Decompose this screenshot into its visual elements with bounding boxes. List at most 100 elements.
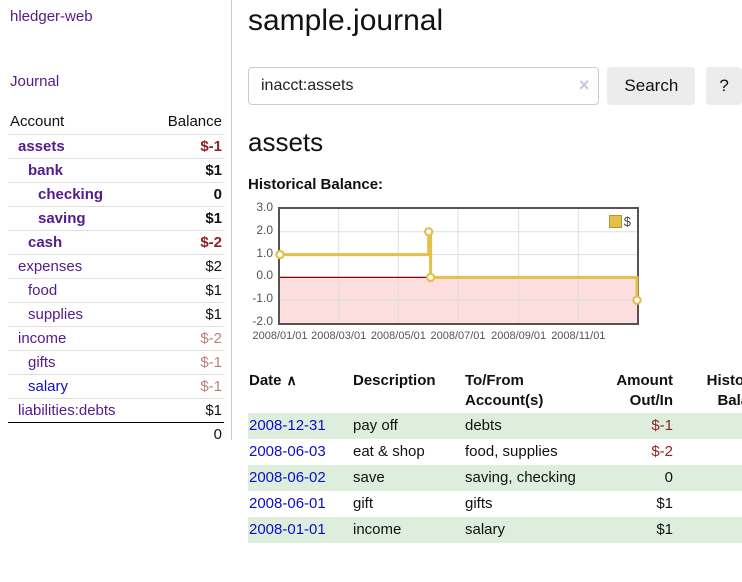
transaction-amount: 0: [664, 468, 673, 486]
search-form: × Search ?: [248, 67, 742, 105]
x-axis-tick-label: 2008/03/01: [311, 330, 367, 342]
sidebar: hledger-web Journal Account Balance asse…: [0, 0, 231, 446]
transaction-row: 2008-06-03 eat & shop food, supplies $-20: [248, 439, 742, 465]
transaction-date-link[interactable]: 2008-12-31: [249, 416, 326, 434]
column-header-date[interactable]: Date ∧: [249, 372, 297, 389]
account-balance: $-1: [200, 378, 222, 395]
account-link[interactable]: income: [18, 330, 67, 347]
legend-swatch-icon: [608, 215, 622, 228]
clear-search-icon[interactable]: ×: [578, 75, 590, 95]
account-row: salary $-1: [8, 374, 224, 399]
account-link[interactable]: saving: [38, 210, 86, 227]
account-link[interactable]: liabilities:debts: [18, 402, 116, 419]
app-brand-link[interactable]: hledger-web: [10, 8, 93, 25]
account-link[interactable]: supplies: [28, 306, 84, 323]
transaction-date-link[interactable]: 2008-06-02: [249, 468, 326, 486]
account-balance: $1: [205, 402, 222, 419]
account-balance: $1: [205, 306, 222, 323]
x-axis-tick-label: 2008/01/01: [252, 330, 308, 342]
y-axis-tick-label: 0.0: [256, 268, 273, 283]
x-axis-tick-label: 2008/07/01: [430, 330, 486, 342]
account-row: checking 0: [8, 182, 224, 207]
y-axis-tick-label: -1.0: [252, 291, 273, 306]
account-title: assets: [248, 127, 324, 157]
transactions-table-header: Date ∧ Description To/From Account(s) Amount…: [248, 369, 742, 413]
sidebar-divider: [231, 0, 232, 440]
column-header-balance: Balance: [167, 113, 222, 130]
transaction-description: pay off: [353, 416, 398, 434]
transaction-accounts: debts: [465, 416, 502, 434]
transaction-date-link[interactable]: 2008-06-03: [249, 442, 326, 460]
chart-title: Historical Balance:: [248, 176, 384, 193]
transaction-balance: $1: [677, 517, 742, 543]
transaction-amount: $-2: [651, 442, 673, 460]
x-axis-tick-label: 2008/11/01: [551, 330, 606, 342]
account-tree-table: Account Balance assets $-1 bank $1 checking 0…: [8, 109, 224, 446]
transaction-accounts: gifts: [465, 494, 493, 512]
account-link[interactable]: food: [28, 282, 58, 299]
transaction-balance: $2: [677, 465, 742, 491]
transaction-description: income: [353, 520, 402, 538]
account-balance: $-1: [200, 354, 222, 371]
transaction-amount: $1: [656, 494, 673, 512]
transaction-balance: $-1: [677, 413, 742, 439]
account-row: saving $1: [8, 206, 224, 231]
account-link[interactable]: salary: [28, 378, 69, 395]
account-balance: $1: [205, 282, 222, 299]
search-button[interactable]: Search: [607, 67, 696, 105]
y-axis-tick-label: 2.0: [256, 222, 273, 237]
account-row: liabilities:debts $1: [8, 398, 224, 423]
account-row: cash $-2: [8, 230, 224, 255]
account-row: income $-2: [8, 326, 224, 351]
chart-legend: $: [607, 213, 632, 230]
transaction-row: 2008-06-02 save saving, checking 0$2: [248, 464, 742, 491]
transaction-description: eat & shop: [353, 442, 425, 460]
transaction-amount: $1: [656, 520, 673, 538]
account-balance: $-1: [200, 138, 222, 155]
account-table-header: Account Balance: [8, 109, 224, 135]
legend-label: $: [623, 214, 631, 229]
account-row: expenses $2: [8, 254, 224, 279]
transaction-amount: $-1: [651, 416, 673, 434]
account-link[interactable]: checking: [38, 186, 104, 203]
x-axis-tick-label: 2008/09/01: [491, 330, 547, 342]
column-header-historical-balance: Historical Balance: [706, 372, 742, 409]
transaction-date-link[interactable]: 2008-01-01: [249, 520, 326, 538]
account-row: gifts $-1: [8, 350, 224, 375]
sort-ascending-icon: ∧: [286, 372, 297, 388]
account-balance: $1: [205, 162, 222, 179]
transaction-row: 2008-12-31 pay off debts $-1$-1: [248, 412, 742, 439]
column-header-description: Description: [353, 372, 436, 389]
account-link[interactable]: assets: [18, 138, 65, 155]
account-row: food $1: [8, 278, 224, 303]
account-row: supplies $1: [8, 302, 224, 327]
column-header-account: Account: [10, 113, 65, 130]
column-header-to-from-account-s-: To/From Account(s): [465, 372, 544, 409]
transaction-balance: 0: [677, 439, 742, 465]
account-balance: 0: [213, 186, 222, 203]
sidebar-item-journal[interactable]: Journal: [10, 73, 60, 90]
transactions-table: Date ∧ Description To/From Account(s) Amount…: [248, 369, 742, 543]
transaction-date-link[interactable]: 2008-06-01: [249, 494, 326, 512]
transaction-balance: $2: [677, 491, 742, 517]
accounts-total-value: 0: [213, 426, 222, 443]
transaction-accounts: salary: [465, 520, 506, 538]
account-link[interactable]: bank: [28, 162, 64, 179]
chart-plot-area: $: [275, 207, 642, 325]
account-link[interactable]: expenses: [18, 258, 83, 275]
account-link[interactable]: cash: [28, 234, 63, 251]
search-input[interactable]: [248, 67, 600, 105]
account-link[interactable]: gifts: [28, 354, 56, 371]
main-content: sample.journal × Search ? assets Histori…: [248, 0, 742, 543]
y-axis-tick-label: -2.0: [252, 314, 273, 328]
help-button[interactable]: ?: [706, 67, 742, 105]
historical-balance-chart: $ 3.0 2.0 1.0 0.0 -1.0 -2.0 2008/01/01 2008/03/…: [248, 200, 648, 344]
page-title: sample.journal: [248, 4, 444, 37]
transaction-accounts: food, supplies: [465, 442, 558, 460]
transaction-description: gift: [353, 494, 374, 512]
account-row: bank $1: [8, 158, 224, 183]
transaction-row: 2008-01-01 income salary $1$1: [248, 516, 742, 543]
account-balance: $-2: [200, 330, 222, 347]
y-axis-tick-label: 3.0: [256, 200, 273, 214]
account-balance: $2: [205, 258, 222, 275]
